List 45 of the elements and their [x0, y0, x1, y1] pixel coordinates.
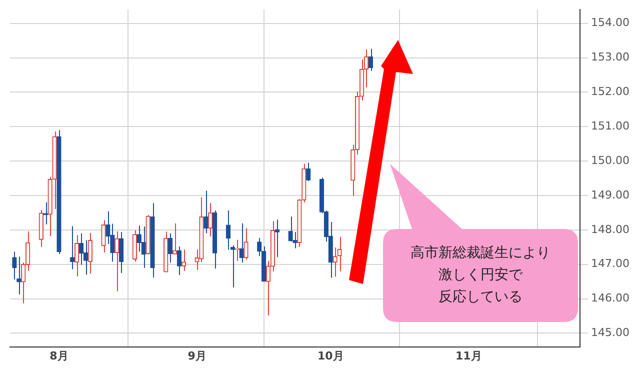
- y-tick-label: 150.00: [591, 154, 630, 167]
- candlestick: [136, 224, 142, 252]
- candlestick: [78, 232, 84, 266]
- y-tick-label: 154.00: [591, 16, 630, 30]
- candlestick: [70, 226, 75, 270]
- y-tick-label: 152.00: [591, 85, 630, 98]
- y-tick-label: 145.00: [591, 326, 630, 340]
- candlestick: [88, 232, 92, 274]
- candlestick: [119, 232, 124, 274]
- annotation: 反応している: [438, 288, 522, 307]
- candlestick: [368, 48, 374, 72]
- y-tick-label: 153.00: [591, 50, 630, 64]
- candlestick: [274, 219, 280, 258]
- candlestick: [74, 234, 80, 277]
- candlestick: [168, 232, 173, 264]
- candlestick: [181, 249, 186, 272]
- candlestick: [239, 222, 244, 264]
- candlestick: [141, 226, 146, 268]
- candlestick: [204, 190, 208, 234]
- candlestick: [306, 162, 311, 182]
- x-tick-label: 8月: [50, 349, 68, 362]
- annotation: 激しく円安で: [438, 266, 522, 285]
- candlestick: [114, 230, 120, 292]
- candlestick: [16, 256, 22, 295]
- candlestick: [226, 210, 231, 250]
- annotation: 高市新総裁誕生により: [410, 244, 550, 263]
- candlestick: [172, 222, 178, 255]
- x-tick-label: 9月: [188, 349, 206, 362]
- candlestick: [101, 220, 106, 253]
- candlestick: [208, 202, 213, 237]
- y-tick-label: 149.00: [591, 188, 630, 202]
- candlestick: [176, 246, 182, 276]
- x-tick-label: 10月: [317, 349, 344, 362]
- x-tick-label: 11月: [456, 349, 482, 362]
- candlestick: [234, 239, 240, 262]
- candlestick: [132, 230, 138, 262]
- candlestick: [244, 228, 248, 260]
- y-tick-label: 146.00: [591, 292, 630, 305]
- candlestick: [288, 216, 293, 242]
- candlestick: [12, 251, 17, 280]
- y-tick-label: 147.00: [591, 257, 630, 270]
- candlestick: [332, 247, 338, 278]
- candlestick: [292, 232, 298, 249]
- y-tick-label: 148.00: [591, 222, 630, 236]
- y-tick-label: 151.00: [591, 120, 630, 133]
